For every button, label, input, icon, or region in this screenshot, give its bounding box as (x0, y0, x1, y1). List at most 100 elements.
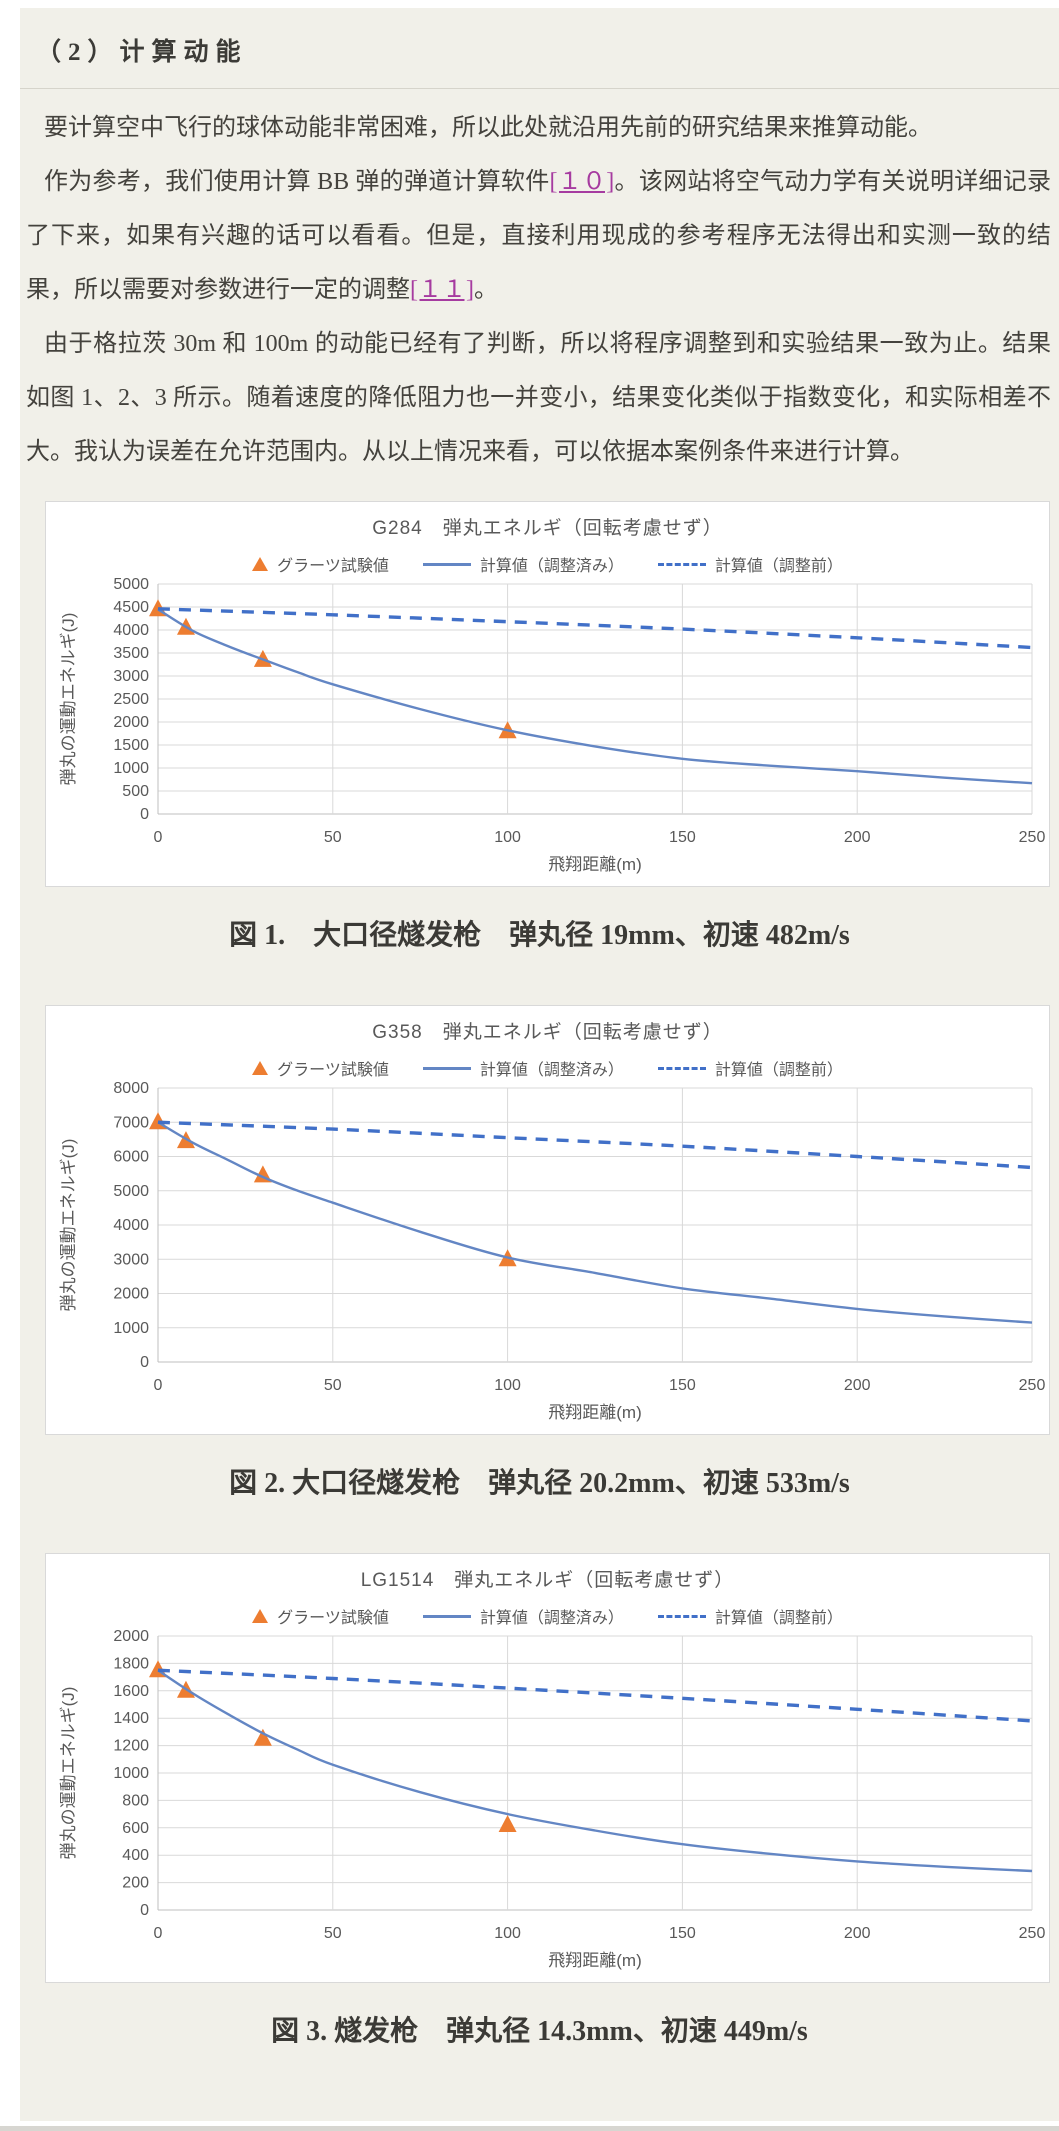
triangle-marker-icon (252, 1061, 269, 1075)
chart-2-title: G358 弾丸エネルギ（回転考慮せず） (372, 1022, 723, 1043)
svg-text:0: 0 (140, 1902, 149, 1919)
svg-text:600: 600 (122, 1820, 149, 1837)
svg-text:1800: 1800 (113, 1655, 149, 1672)
section-header: （2）计算动能 (20, 8, 1059, 89)
svg-text:7000: 7000 (113, 1114, 149, 1131)
legend-label-adjusted: 計算値（調整済み） (479, 558, 624, 575)
svg-text:5000: 5000 (113, 578, 149, 593)
triangle-marker-icon (252, 1609, 269, 1623)
svg-text:飛翔距離(m): 飛翔距離(m) (548, 855, 641, 874)
svg-text:弾丸の運動エネルギ(J): 弾丸の運動エネルギ(J) (59, 1687, 78, 1860)
svg-text:1400: 1400 (113, 1710, 149, 1727)
triangle-marker-icon (252, 557, 269, 571)
svg-text:飛翔距離(m): 飛翔距離(m) (548, 1951, 641, 1970)
chart-1-container: G284 弾丸エネルギ（回転考慮せず） グラーツ試験値 計算値（調整済み） 計算… (45, 501, 1050, 887)
reference-link-10[interactable]: [１０] (549, 169, 615, 195)
svg-text:1500: 1500 (113, 737, 149, 754)
section-title: （2）计算动能 (36, 39, 248, 66)
figure-3-caption: 図 3. 燧发枪 弹丸径 14.3mm、初速 449m/s (271, 2016, 808, 2047)
svg-text:8000: 8000 (113, 1082, 149, 1097)
paragraph-1: 要计算空中飞行的球体动能非常困难，所以此处就沿用先前的研究结果来推算动能。 (20, 101, 1059, 155)
legend-item-adjusted: 計算値（調整済み） (422, 1056, 624, 1080)
svg-text:3000: 3000 (113, 668, 149, 685)
legend-item-adjusted: 計算値（調整済み） (422, 552, 624, 576)
legend-label-adjusted: 計算値（調整済み） (479, 1610, 624, 1627)
svg-text:弾丸の運動エネルギ(J): 弾丸の運動エネルギ(J) (59, 1139, 78, 1312)
legend-item-unadjusted: 計算値（調整前） (657, 1056, 843, 1080)
dashed-line-icon (657, 1066, 706, 1070)
page-bottom-bar (0, 2126, 1059, 2131)
figure-2-caption: 図 2. 大口径燧发枪 弹丸径 20.2mm、初速 533m/s (229, 1468, 850, 1499)
svg-text:4500: 4500 (113, 599, 149, 616)
svg-text:100: 100 (494, 1925, 521, 1942)
svg-text:3500: 3500 (113, 645, 149, 662)
svg-text:500: 500 (122, 783, 149, 800)
svg-text:200: 200 (843, 1377, 870, 1394)
svg-text:50: 50 (323, 829, 341, 846)
svg-text:3000: 3000 (113, 1251, 149, 1268)
legend-item-unadjusted: 計算値（調整前） (657, 552, 843, 576)
svg-text:1000: 1000 (113, 760, 149, 777)
svg-text:0: 0 (153, 1377, 162, 1394)
legend-label-adjusted: 計算値（調整済み） (479, 1062, 624, 1079)
reference-link-11[interactable]: [１１] (410, 277, 474, 303)
solid-line-icon (422, 1066, 471, 1070)
dashed-line-icon (657, 562, 706, 566)
svg-text:0: 0 (140, 1354, 149, 1371)
chart-1-title: G284 弾丸エネルギ（回転考慮せず） (372, 518, 723, 539)
chart-2-plot: 0 1000 2000 3000 4000 5000 6000 7000 8000 0 50 100 1… (59, 1082, 1045, 1422)
svg-text:200: 200 (122, 1875, 149, 1892)
chart-2-container: G358 弾丸エネルギ（回転考慮せず） グラーツ試験値 計算値（調整済み） 計算… (45, 1005, 1050, 1435)
solid-line-icon (422, 562, 471, 566)
chart-3-plot: 0 200 400 600 800 1000 1200 1400 1600 1800 2000 0 50… (59, 1630, 1045, 1970)
paragraph-2: 作为参考，我们使用计算 BB 弹的弹道计算软件[１０]。该网站将空气动力学有关说… (20, 155, 1059, 317)
figure-1-caption: 図 1. 大口径燧发枪 弹丸径 19mm、初速 482m/s (229, 920, 850, 951)
svg-text:4000: 4000 (113, 1217, 149, 1234)
paragraph-2-text-c: 。 (473, 277, 498, 303)
legend-item-adjusted: 計算値（調整済み） (422, 1604, 624, 1628)
legend-label-measured: グラーツ試験値 (277, 1062, 389, 1079)
svg-text:150: 150 (669, 1925, 696, 1942)
svg-text:50: 50 (323, 1377, 341, 1394)
svg-text:6000: 6000 (113, 1149, 149, 1166)
svg-text:100: 100 (494, 1377, 521, 1394)
legend-item-measured: グラーツ試験値 (252, 1056, 389, 1080)
paragraph-3-text: 由于格拉茨 30m 和 100m 的动能已经有了判断，所以将程序调整到和实验结果… (26, 331, 1051, 465)
chart-3-legend: グラーツ試験値 計算値（調整済み） 計算値（調整前） (46, 1604, 1049, 1628)
paragraph-2-text-b: 。该网站将空气动力学有关说明详细记录了下来，如果有兴趣的话可以看看。但是，直接利… (26, 169, 1052, 303)
legend-label-measured: グラーツ試験値 (277, 1610, 389, 1627)
chart-1-plot: 0 500 1000 1500 2000 2500 3000 3500 4000 4500 5000… (59, 578, 1045, 874)
legend-label-unadjusted: 計算値（調整前） (714, 1610, 843, 1627)
legend-label-unadjusted: 計算値（調整前） (714, 558, 843, 575)
legend-item-measured: グラーツ試験値 (252, 1604, 389, 1628)
svg-text:4000: 4000 (113, 622, 149, 639)
svg-text:250: 250 (1018, 1925, 1045, 1942)
svg-text:0: 0 (153, 829, 162, 846)
svg-text:2000: 2000 (113, 714, 149, 731)
chart-2-legend: グラーツ試験値 計算値（調整済み） 計算値（調整前） (46, 1056, 1049, 1080)
svg-text:200: 200 (843, 1925, 870, 1942)
chart-1-legend: グラーツ試験値 計算値（調整済み） 計算値（調整前） (46, 552, 1049, 576)
svg-text:100: 100 (494, 829, 521, 846)
legend-label-measured: グラーツ試験値 (277, 558, 389, 575)
svg-text:400: 400 (122, 1847, 149, 1864)
svg-text:弾丸の運動エネルギ(J): 弾丸の運動エネルギ(J) (59, 613, 78, 786)
svg-text:2000: 2000 (113, 1286, 149, 1303)
svg-text:1600: 1600 (113, 1683, 149, 1700)
svg-text:1200: 1200 (113, 1738, 149, 1755)
legend-item-measured: グラーツ試験値 (252, 552, 389, 576)
paragraph-3: 由于格拉茨 30m 和 100m 的动能已经有了判断，所以将程序调整到和实验结果… (20, 317, 1059, 479)
svg-text:2000: 2000 (113, 1630, 149, 1645)
svg-text:1000: 1000 (113, 1765, 149, 1782)
legend-label-unadjusted: 計算値（調整前） (714, 1062, 843, 1079)
paragraph-2-text-a: 作为参考，我们使用计算 BB 弹的弹道计算软件 (44, 169, 550, 195)
svg-text:150: 150 (669, 1377, 696, 1394)
legend-item-unadjusted: 計算値（調整前） (657, 1604, 843, 1628)
svg-text:2500: 2500 (113, 691, 149, 708)
paragraph-1-text: 要计算空中飞行的球体动能非常困难，所以此处就沿用先前的研究结果来推算动能。 (44, 115, 932, 141)
dashed-line-icon (657, 1614, 706, 1618)
page-root: （2）计算动能 要计算空中飞行的球体动能非常困难，所以此处就沿用先前的研究结果来… (20, 8, 1059, 2121)
svg-text:5000: 5000 (113, 1183, 149, 1200)
solid-line-icon (422, 1614, 471, 1618)
chart-3-container: LG1514 弾丸エネルギ（回転考慮せず） グラーツ試験値 計算値（調整済み） … (45, 1553, 1050, 1983)
